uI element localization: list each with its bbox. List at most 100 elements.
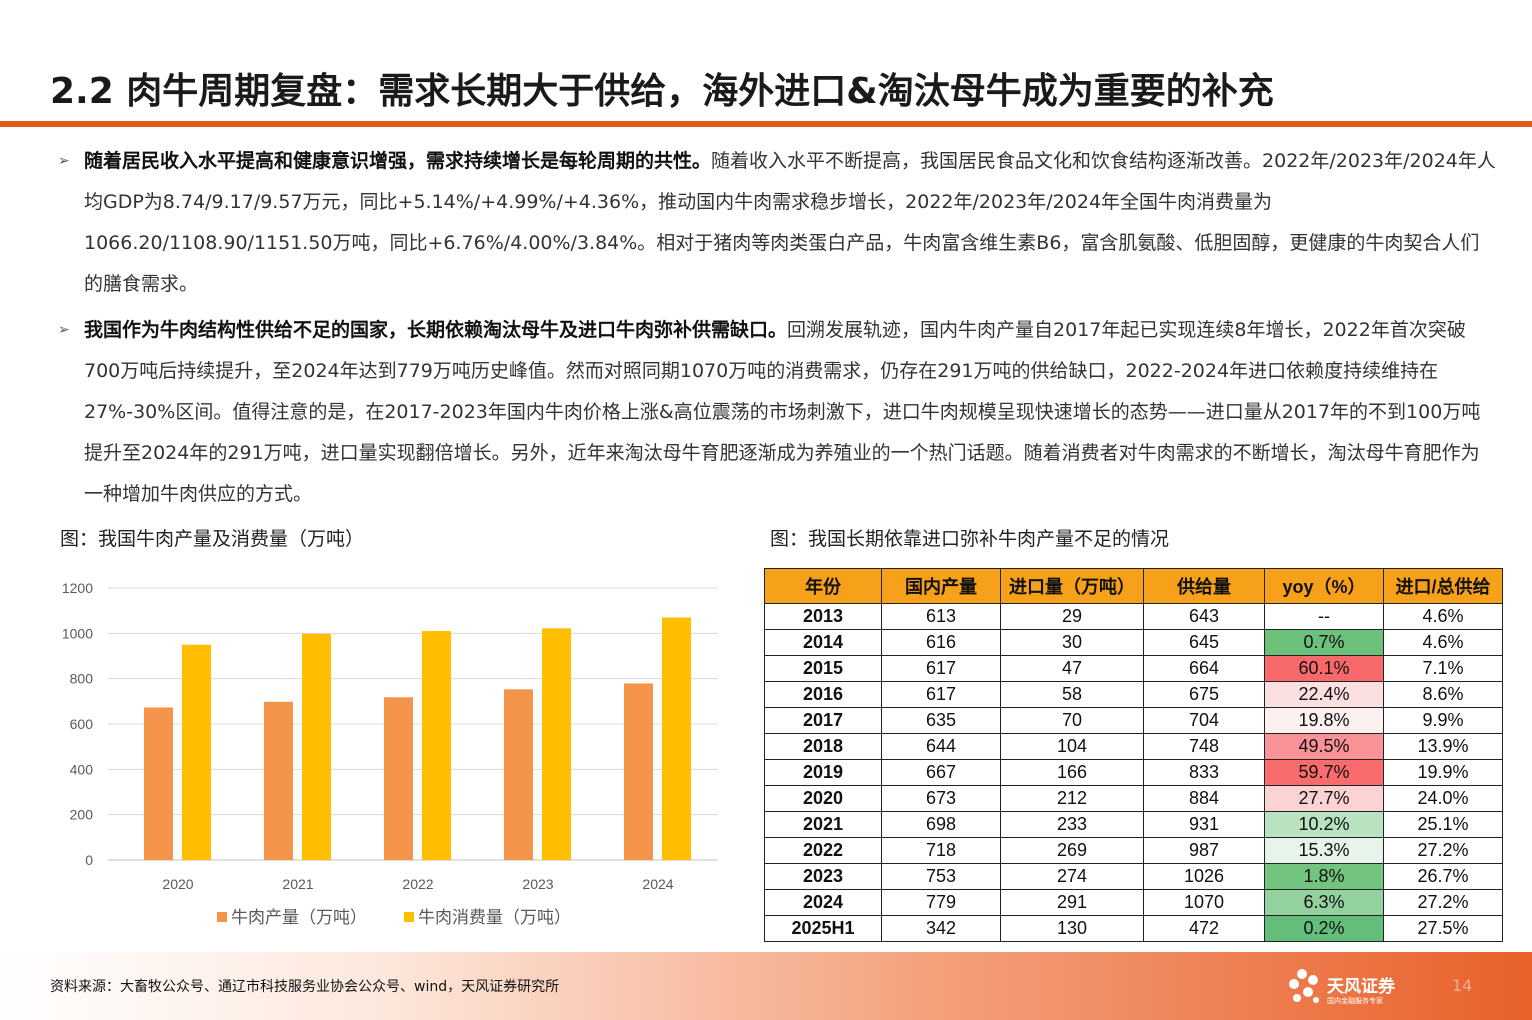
logo-name: 天风证券 xyxy=(1327,977,1395,997)
title-divider xyxy=(0,121,1532,127)
cell-import: 233 xyxy=(1000,811,1144,838)
bar-production xyxy=(384,697,413,860)
table-row: 2021 698 233 931 10.2% 25.1% xyxy=(764,811,1503,838)
cell-supply: 987 xyxy=(1143,837,1265,864)
cell-ratio: 13.9% xyxy=(1383,733,1503,760)
y-tick-label: 1000 xyxy=(62,625,93,641)
cell-import: 130 xyxy=(1000,915,1144,942)
bar-production xyxy=(144,707,173,860)
cell-import: 47 xyxy=(1000,655,1144,682)
bar-production xyxy=(504,689,533,860)
y-tick-label: 0 xyxy=(85,852,93,868)
cell-import: 70 xyxy=(1000,707,1144,734)
cell-domestic: 617 xyxy=(881,655,1001,682)
table-row: 2020 673 212 884 27.7% 24.0% xyxy=(764,785,1503,812)
cell-year: 2025H1 xyxy=(764,915,882,942)
x-tick-label: 2023 xyxy=(522,876,553,892)
cell-supply: 704 xyxy=(1143,707,1265,734)
cell-import: 58 xyxy=(1000,681,1144,708)
y-tick-label: 400 xyxy=(70,761,94,777)
cell-yoy: 22.4% xyxy=(1264,681,1384,708)
bullet-2-text: 回溯发展轨迹，国内牛肉产量自2017年起已实现连续8年增长，2022年首次突破7… xyxy=(84,319,1481,505)
bullet-1-text: 随着收入水平不断提高，我国居民食品文化和饮食结构逐渐改善。2022年/2023年… xyxy=(84,150,1496,295)
cell-yoy: 10.2% xyxy=(1264,811,1384,838)
cell-supply: 472 xyxy=(1143,915,1265,942)
cell-domestic: 698 xyxy=(881,811,1001,838)
cell-import: 104 xyxy=(1000,733,1144,760)
bar-consumption xyxy=(422,631,451,860)
y-tick-label: 200 xyxy=(70,807,94,823)
cell-yoy: 0.7% xyxy=(1264,629,1384,656)
col-header-import: 进口量（万吨） xyxy=(1000,568,1144,604)
cell-ratio: 4.6% xyxy=(1383,603,1503,630)
y-tick-label: 600 xyxy=(70,716,94,732)
cell-yoy: 27.7% xyxy=(1264,785,1384,812)
bullet-2-bold: 我国作为牛肉结构性供给不足的国家，长期依赖淘汰母牛及进口牛肉弥补供需缺口。 xyxy=(84,319,788,341)
table-row: 2014 616 30 645 0.7% 4.6% xyxy=(764,629,1503,656)
cell-supply: 664 xyxy=(1143,655,1265,682)
table-row: 2016 617 58 675 22.4% 8.6% xyxy=(764,681,1503,708)
bar-consumption xyxy=(302,633,331,860)
cell-year: 2020 xyxy=(764,785,882,812)
table-row: 2013 613 29 643 -- 4.6% xyxy=(764,603,1503,630)
col-header-ratio: 进口/总供给 xyxy=(1383,568,1503,604)
y-tick-label: 1200 xyxy=(62,580,93,596)
cell-yoy: 0.2% xyxy=(1264,915,1384,942)
cell-domestic: 617 xyxy=(881,681,1001,708)
bar-consumption xyxy=(542,628,571,860)
bullet-arrow-icon: ➢ xyxy=(58,322,70,338)
cell-year: 2013 xyxy=(764,603,882,630)
cell-ratio: 4.6% xyxy=(1383,629,1503,656)
cell-domestic: 718 xyxy=(881,837,1001,864)
bullet-arrow-icon: ➢ xyxy=(58,153,70,169)
cell-supply: 833 xyxy=(1143,759,1265,786)
cell-domestic: 635 xyxy=(881,707,1001,734)
table-row: 2022 718 269 987 15.3% 27.2% xyxy=(764,837,1503,864)
page-number: 14 xyxy=(1452,976,1473,995)
table-row: 2019 667 166 833 59.7% 19.9% xyxy=(764,759,1503,786)
cell-year: 2018 xyxy=(764,733,882,760)
x-tick-label: 2021 xyxy=(282,876,313,892)
legend-swatch xyxy=(217,912,227,922)
cell-domestic: 779 xyxy=(881,889,1001,916)
col-header-supply: 供给量 xyxy=(1143,568,1265,604)
col-header-year: 年份 xyxy=(764,568,882,604)
table-row: 2024 779 291 1070 6.3% 27.2% xyxy=(764,889,1503,916)
cell-year: 2024 xyxy=(764,889,882,916)
cell-supply: 931 xyxy=(1143,811,1265,838)
legend-label: 牛肉产量（万吨） xyxy=(231,908,367,928)
source-note: 资料来源：大畜牧公众号、通辽市科技服务业协会公众号、wind，天风证券研究所 xyxy=(50,979,560,995)
cell-import: 29 xyxy=(1000,603,1144,630)
cell-ratio: 19.9% xyxy=(1383,759,1503,786)
cell-ratio: 27.2% xyxy=(1383,837,1503,864)
bullet-1: ➢ 随着居民收入水平提高和健康意识增强，需求持续增长是每轮周期的共性。随着收入水… xyxy=(58,141,1498,305)
cell-year: 2015 xyxy=(764,655,882,682)
col-header-yoy: yoy（%） xyxy=(1264,568,1384,604)
col-header-domestic: 国内产量 xyxy=(881,568,1001,604)
cell-ratio: 25.1% xyxy=(1383,811,1503,838)
cell-domestic: 613 xyxy=(881,603,1001,630)
cell-yoy: 1.8% xyxy=(1264,863,1384,890)
bar-production xyxy=(264,701,293,860)
import-table: 年份 国内产量 进口量（万吨） 供给量 yoy（%） 进口/总供给 2013 61… xyxy=(764,568,1503,942)
cell-supply: 884 xyxy=(1143,785,1265,812)
cell-import: 274 xyxy=(1000,863,1144,890)
table-header-row: 年份 国内产量 进口量（万吨） 供给量 yoy（%） 进口/总供给 xyxy=(764,568,1503,604)
table-body: 2013 613 29 643 -- 4.6% 2014 616 30 645 0.7% 4.6% 20… xyxy=(764,603,1503,942)
cell-ratio: 8.6% xyxy=(1383,681,1503,708)
cell-ratio: 9.9% xyxy=(1383,707,1503,734)
cell-supply: 748 xyxy=(1143,733,1265,760)
bar-production xyxy=(624,683,653,860)
x-tick-label: 2020 xyxy=(162,876,193,892)
table-row: 2018 644 104 748 49.5% 13.9% xyxy=(764,733,1503,760)
cell-yoy: 49.5% xyxy=(1264,733,1384,760)
bullet-1-paragraph: 随着居民收入水平提高和健康意识增强，需求持续增长是每轮周期的共性。随着收入水平不… xyxy=(58,141,1498,305)
cell-year: 2023 xyxy=(764,863,882,890)
cell-year: 2014 xyxy=(764,629,882,656)
cell-supply: 645 xyxy=(1143,629,1265,656)
cell-import: 269 xyxy=(1000,837,1144,864)
cell-domestic: 342 xyxy=(881,915,1001,942)
legend-swatch xyxy=(404,912,414,922)
y-tick-label: 800 xyxy=(70,671,94,687)
cell-domestic: 644 xyxy=(881,733,1001,760)
